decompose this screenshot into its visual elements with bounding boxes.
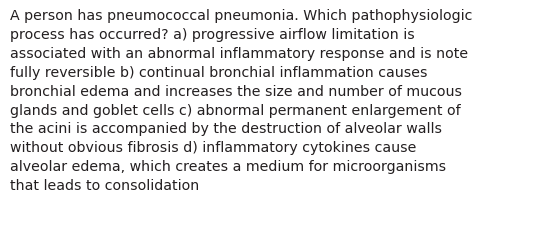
Text: A person has pneumococcal pneumonia. Which pathophysiologic
process has occurred: A person has pneumococcal pneumonia. Whi… <box>10 9 473 192</box>
